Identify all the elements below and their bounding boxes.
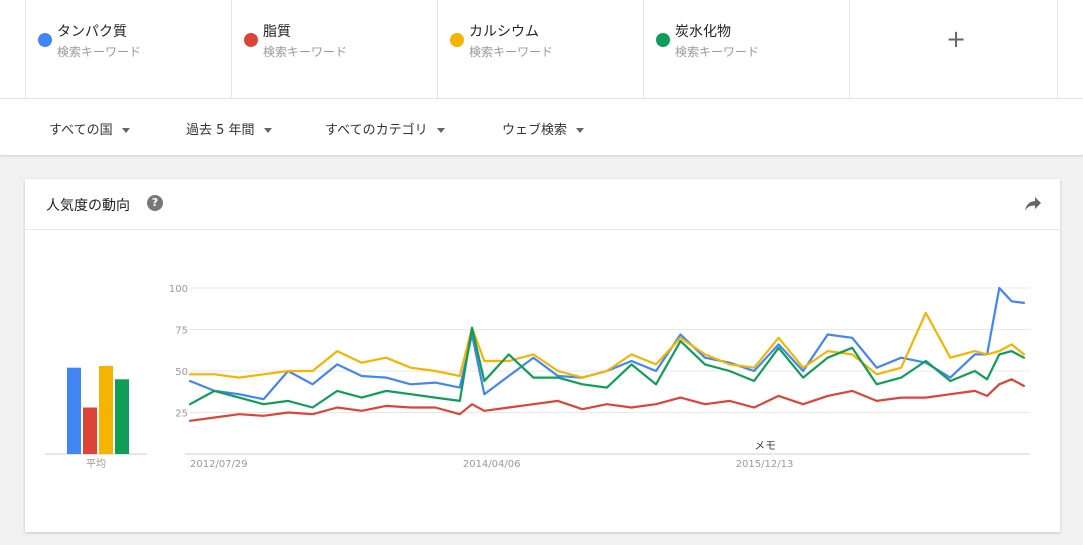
category-dropdown-label: すべてのカテゴリ: [325, 123, 428, 138]
term-color-dot: [450, 33, 464, 47]
term-type: 検索キーワード: [263, 45, 348, 59]
caret-down-icon: [263, 128, 272, 133]
term-type: 検索キーワード: [469, 45, 554, 59]
share-arrow-icon[interactable]: [1024, 196, 1042, 212]
average-bar: [115, 379, 129, 454]
term-color-dot: [244, 33, 258, 47]
terms-bar-spacer: [0, 0, 26, 98]
trend-chart: 25 50 75 100 2012/07/29 2014/04/06 2015/12/13 メ…: [45, 284, 1030, 470]
series-line: [188, 378, 1026, 422]
series-line: [188, 286, 1026, 401]
term-name: タンパク質: [57, 24, 127, 40]
term-color-dot: [38, 33, 52, 47]
interest-over-time-card: 人気度の動向 ? 25 50 75 100 2012/07/29 2014/04/06 20…: [25, 179, 1060, 532]
term-chip-3[interactable]: カルシウム 検索キーワード: [438, 0, 644, 98]
average-bar: [67, 367, 81, 454]
average-bar: [99, 366, 113, 454]
search-type-dropdown-label: ウェブ検索: [502, 123, 568, 138]
period-dropdown-label: 過去 5 年間: [186, 123, 255, 138]
term-name: 炭水化物: [675, 24, 731, 40]
term-name: カルシウム: [469, 24, 539, 40]
y-tick-label: 25: [175, 409, 188, 420]
x-tick-label: 2012/07/29: [190, 459, 248, 470]
caret-down-icon: [121, 128, 130, 133]
y-tick-label: 75: [175, 326, 188, 337]
term-chip-4[interactable]: 炭水化物 検索キーワード: [644, 0, 850, 98]
term-chip-2[interactable]: 脂質 検索キーワード: [232, 0, 438, 98]
series-line: [188, 326, 1026, 409]
country-dropdown-label: すべての国: [49, 123, 113, 138]
question-circle-icon[interactable]: ?: [147, 195, 163, 211]
term-chip-1[interactable]: タンパク質 検索キーワード: [26, 0, 232, 98]
plus-icon: +: [946, 25, 967, 53]
series-line: [188, 311, 1026, 379]
average-label: 平均: [86, 458, 106, 470]
caret-down-icon: [576, 128, 585, 133]
average-bar: [83, 407, 97, 454]
caret-down-icon: [436, 128, 445, 133]
country-dropdown[interactable]: すべての国: [49, 119, 130, 138]
term-type: 検索キーワード: [57, 45, 142, 59]
term-type: 検索キーワード: [675, 45, 760, 59]
card-header: 人気度の動向 ?: [25, 179, 1060, 230]
category-dropdown[interactable]: すべてのカテゴリ: [325, 119, 445, 138]
period-dropdown[interactable]: 過去 5 年間: [186, 119, 272, 138]
search-terms-bar: タンパク質 検索キーワード 脂質 検索キーワード カルシウム 検索キーワード 炭…: [0, 0, 1083, 99]
card-title: 人気度の動向: [46, 198, 130, 214]
add-term-button[interactable]: +: [850, 0, 1058, 98]
chart-note-label: メモ: [754, 439, 776, 452]
x-tick-label: 2015/12/13: [736, 459, 794, 470]
x-tick-label: 2014/04/06: [463, 459, 521, 470]
term-name: 脂質: [263, 24, 291, 40]
y-tick-label: 50: [175, 367, 188, 378]
search-type-dropdown[interactable]: ウェブ検索: [502, 119, 585, 138]
term-color-dot: [656, 33, 670, 47]
y-tick-label: 100: [169, 284, 188, 295]
filter-bar: すべての国 過去 5 年間 すべてのカテゴリ ウェブ検索: [0, 99, 1083, 156]
